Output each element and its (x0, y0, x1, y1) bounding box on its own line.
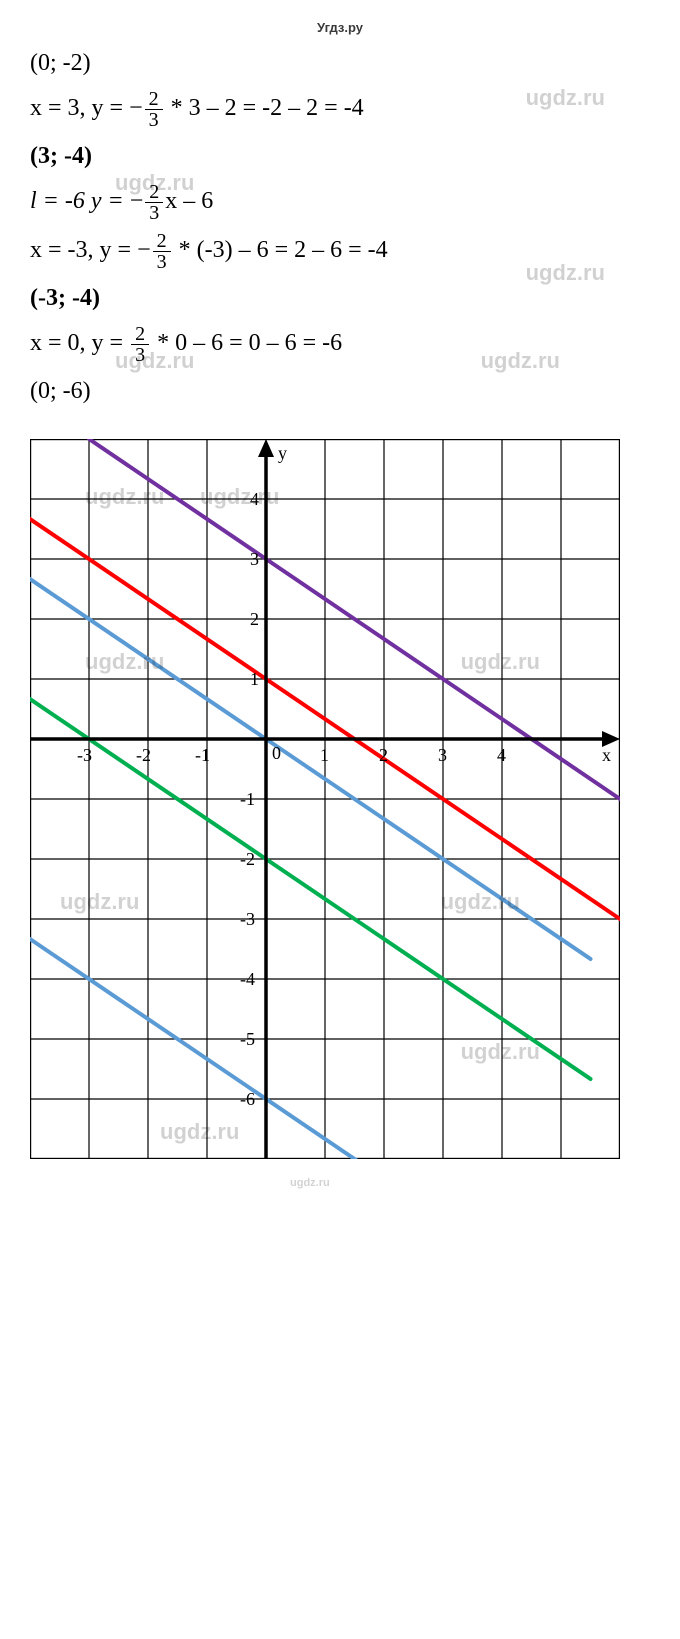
numerator: 2 (145, 182, 163, 203)
svg-text:-5: -5 (240, 1029, 255, 1049)
text-fragment: x = 0, y = (30, 330, 129, 356)
svg-text:-2: -2 (136, 745, 151, 765)
svg-text:1: 1 (250, 669, 259, 689)
svg-text:0: 0 (272, 743, 281, 763)
denominator: 3 (153, 252, 171, 272)
math-line-7: x = 0, y = 23 * 0 – 6 = 0 – 6 = -6 (30, 324, 650, 365)
denominator: 3 (145, 110, 163, 130)
svg-text:4: 4 (250, 489, 259, 509)
math-line-8: (0; -6) (30, 373, 650, 409)
svg-text:-3: -3 (77, 745, 92, 765)
fraction: 23 (131, 324, 149, 365)
chart-svg: -3 -2 -1 1 2 3 4 -6 -5 -4 -3 -2 -1 1 2 3 4 0 x y (30, 439, 620, 1159)
neg-sign: − (137, 237, 151, 263)
svg-text:-2: -2 (240, 849, 255, 869)
numerator: 2 (131, 324, 149, 345)
text-fragment: * (-3) – 6 = 2 – 6 = -4 (173, 237, 388, 263)
watermark: ugdz.ru (290, 1177, 330, 1189)
svg-text:1: 1 (320, 745, 329, 765)
math-line-6: (-3; -4) (30, 280, 650, 316)
text-fragment: * 0 – 6 = 0 – 6 = -6 (151, 330, 342, 356)
chart-container: ugdz.ru ugdz.ru ugdz.ru ugdz.ru ugdz.ru … (30, 439, 650, 1164)
math-line-4: l = -6 y = −23x – 6 (30, 182, 650, 223)
numerator: 2 (145, 89, 163, 110)
math-line-3: (3; -4) (30, 138, 650, 174)
fraction: 23 (153, 231, 171, 272)
fraction: 23 (145, 182, 163, 223)
svg-text:-1: -1 (195, 745, 210, 765)
fraction: 23 (145, 89, 163, 130)
math-line-1: (0; -2) (30, 45, 650, 81)
header-watermark: Угдз.ру (30, 20, 650, 35)
svg-text:x: x (602, 745, 611, 765)
denominator: 3 (131, 345, 149, 365)
text-fragment: * 3 – 2 = -2 – 2 = -4 (165, 95, 364, 121)
math-line-2: x = 3, y = −23 * 3 – 2 = -2 – 2 = -4 (30, 89, 650, 130)
svg-text:-1: -1 (240, 789, 255, 809)
svg-text:3: 3 (250, 549, 259, 569)
math-line-5: x = -3, y = −23 * (-3) – 6 = 2 – 6 = -4 (30, 231, 650, 272)
svg-text:-3: -3 (240, 909, 255, 929)
svg-text:-4: -4 (240, 969, 255, 989)
neg-sign: − (129, 95, 143, 121)
numerator: 2 (153, 231, 171, 252)
svg-text:y: y (278, 443, 287, 463)
svg-text:2: 2 (250, 609, 259, 629)
text-fragment: x = -3, y = (30, 237, 137, 263)
text-fragment: x = 3, y = (30, 95, 129, 121)
svg-text:3: 3 (438, 745, 447, 765)
svg-text:2: 2 (379, 745, 388, 765)
svg-text:-6: -6 (240, 1089, 255, 1109)
text-fragment: x – 6 (165, 188, 213, 214)
denominator: 3 (145, 203, 163, 223)
text-fragment: l = -6 y = (30, 188, 130, 214)
svg-text:4: 4 (497, 745, 506, 765)
neg-sign: − (130, 188, 144, 214)
